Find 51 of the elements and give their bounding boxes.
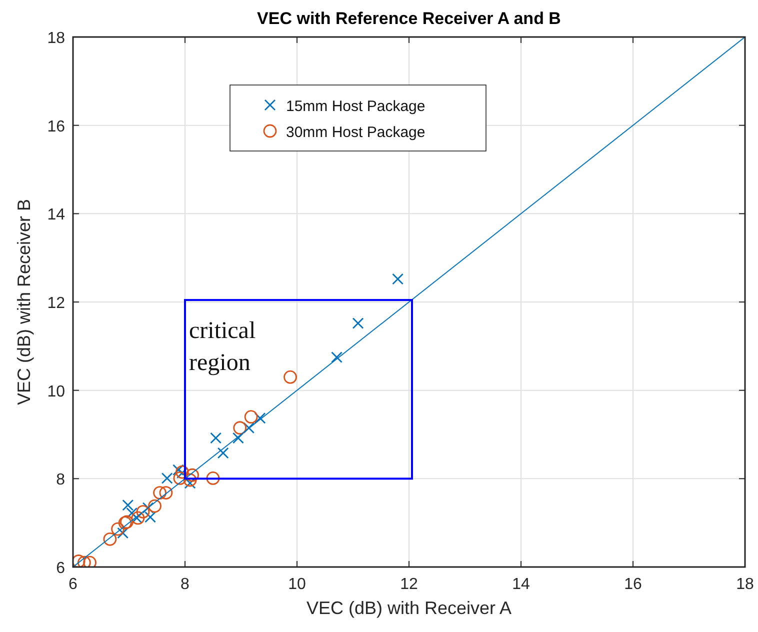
point: [122, 499, 134, 511]
point: [284, 370, 297, 384]
legend-label: 30mm Host Package: [286, 124, 426, 141]
point: [148, 499, 162, 513]
point: [184, 477, 196, 489]
legend-label: 15mm Host Package: [286, 98, 426, 115]
point: [352, 318, 364, 329]
y-tick-label: 14: [47, 206, 66, 224]
point: [254, 412, 266, 424]
point: [117, 527, 129, 539]
point: [206, 472, 220, 485]
x-tick-label: 10: [288, 576, 306, 593]
x-tick-label: 8: [180, 576, 190, 593]
point: [233, 421, 247, 435]
y-tick-label: 16: [47, 118, 66, 136]
point: [142, 502, 154, 514]
y-tick-label: 6: [56, 560, 66, 577]
point: [78, 556, 91, 567]
y-tick-label: 12: [47, 295, 66, 312]
chart-title: VEC with Reference Receiver A and B: [257, 9, 561, 28]
point: [153, 486, 166, 500]
point: [73, 554, 86, 567]
y-axis-title: VEC (dB) with Receiver B: [14, 198, 34, 406]
point: [331, 352, 342, 363]
point: [161, 472, 173, 484]
x-tick-label: 12: [400, 576, 418, 593]
point: [232, 432, 244, 444]
point: [243, 422, 255, 434]
y-tick-label: 10: [47, 383, 66, 400]
point: [244, 410, 258, 424]
x-tick-label: 16: [624, 576, 642, 593]
point: [103, 532, 117, 546]
x-tick-label: 18: [736, 576, 754, 593]
point: [392, 273, 404, 285]
point: [173, 472, 187, 485]
x-axis-title: VEC (dB) with Receiver A: [306, 598, 512, 618]
point: [172, 464, 184, 476]
point: [136, 505, 150, 518]
point: [186, 468, 199, 482]
point: [217, 447, 229, 459]
point: [144, 511, 156, 523]
x-tick-label: 6: [68, 576, 78, 593]
point: [83, 556, 96, 567]
annotation: critical region: [189, 318, 256, 376]
y-tick-label: 8: [56, 472, 66, 489]
point: [159, 486, 173, 500]
x-tick-label: 14: [512, 576, 530, 593]
point: [210, 432, 222, 444]
point: [183, 473, 197, 487]
point: [111, 522, 124, 536]
y-tick-label: 18: [47, 30, 66, 47]
